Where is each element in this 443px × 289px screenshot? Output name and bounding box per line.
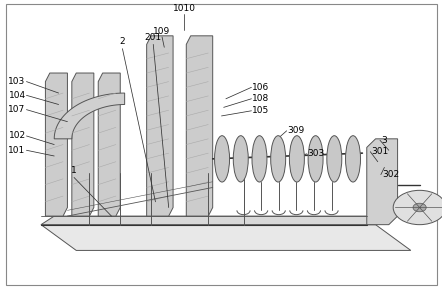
Text: 101: 101 <box>8 146 26 155</box>
Text: 102: 102 <box>8 131 26 140</box>
Text: 108: 108 <box>253 94 270 103</box>
Circle shape <box>393 190 443 225</box>
Text: 302: 302 <box>382 170 399 179</box>
Polygon shape <box>46 73 67 216</box>
Text: 2: 2 <box>120 37 125 46</box>
Text: 201: 201 <box>145 33 162 42</box>
Polygon shape <box>367 139 397 225</box>
Ellipse shape <box>233 136 248 182</box>
Text: 103: 103 <box>8 77 26 86</box>
Text: 3: 3 <box>381 136 387 145</box>
Polygon shape <box>72 73 94 216</box>
Ellipse shape <box>346 136 361 182</box>
Text: 106: 106 <box>253 83 270 92</box>
Ellipse shape <box>289 136 304 182</box>
Polygon shape <box>54 93 124 139</box>
Text: 303: 303 <box>307 149 325 158</box>
Polygon shape <box>41 225 411 250</box>
Circle shape <box>413 203 426 212</box>
Text: 1010: 1010 <box>173 4 195 13</box>
Polygon shape <box>147 36 173 216</box>
Text: 105: 105 <box>253 106 270 115</box>
Polygon shape <box>187 36 213 216</box>
Ellipse shape <box>252 136 267 182</box>
Text: 301: 301 <box>371 147 389 156</box>
Ellipse shape <box>214 136 229 182</box>
Text: 104: 104 <box>8 91 26 100</box>
Polygon shape <box>41 216 389 225</box>
Ellipse shape <box>308 136 323 182</box>
Text: 1: 1 <box>71 166 77 175</box>
Text: 109: 109 <box>153 27 171 36</box>
Ellipse shape <box>327 136 342 182</box>
Polygon shape <box>98 73 120 216</box>
Text: 107: 107 <box>8 105 26 114</box>
Ellipse shape <box>271 136 286 182</box>
Text: 309: 309 <box>288 126 305 135</box>
